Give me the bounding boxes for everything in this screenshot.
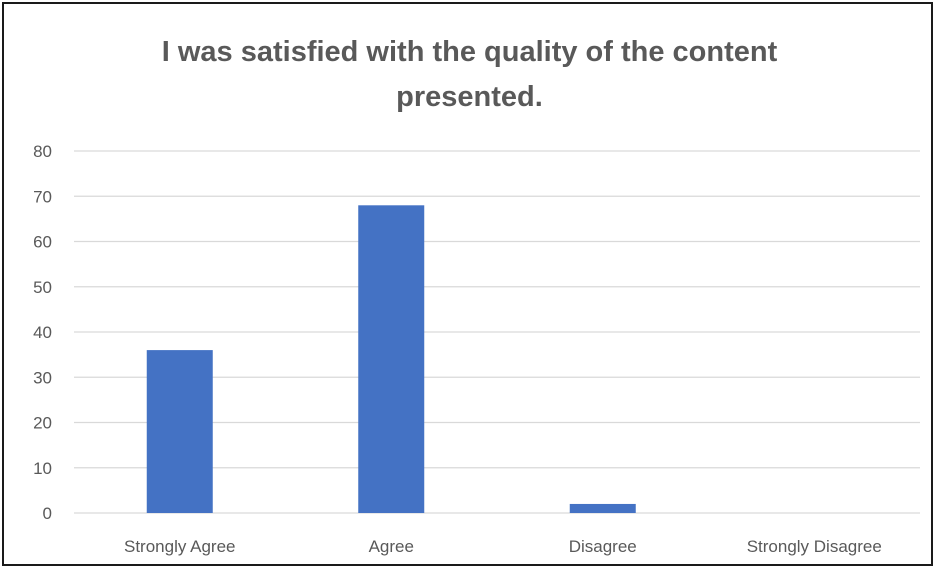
- y-tick-label: 70: [33, 187, 52, 206]
- y-tick-label: 80: [33, 142, 52, 161]
- x-axis-ticks: Strongly Agree Agree Disagree Strongly Disa…: [124, 537, 882, 556]
- y-tick-label: 40: [33, 323, 52, 342]
- y-tick-label: 50: [33, 278, 52, 297]
- bar-chart: 0 10 20 30 40 50 60 70 80 Strongly Agree Agree Dis…: [33, 142, 920, 556]
- x-tick-label: Agree: [369, 537, 414, 556]
- bar-disagree: [569, 503, 636, 513]
- y-tick-label: 10: [33, 459, 52, 478]
- x-tick-label: Strongly Agree: [124, 537, 236, 556]
- x-tick-label: Disagree: [569, 537, 637, 556]
- y-tick-label: 30: [33, 368, 52, 387]
- bars: [146, 205, 636, 514]
- x-tick-label: Strongly Disagree: [747, 537, 882, 556]
- gridlines: [74, 150, 920, 514]
- y-tick-label: 60: [33, 233, 52, 252]
- y-tick-label: 0: [43, 504, 52, 523]
- bar-strongly-agree: [146, 350, 213, 513]
- y-axis-ticks: 0 10 20 30 40 50 60 70 80: [33, 142, 52, 523]
- chart-title: I was satisfied with the quality of the …: [161, 36, 778, 113]
- y-tick-label: 20: [33, 414, 52, 433]
- bar-agree: [358, 205, 425, 514]
